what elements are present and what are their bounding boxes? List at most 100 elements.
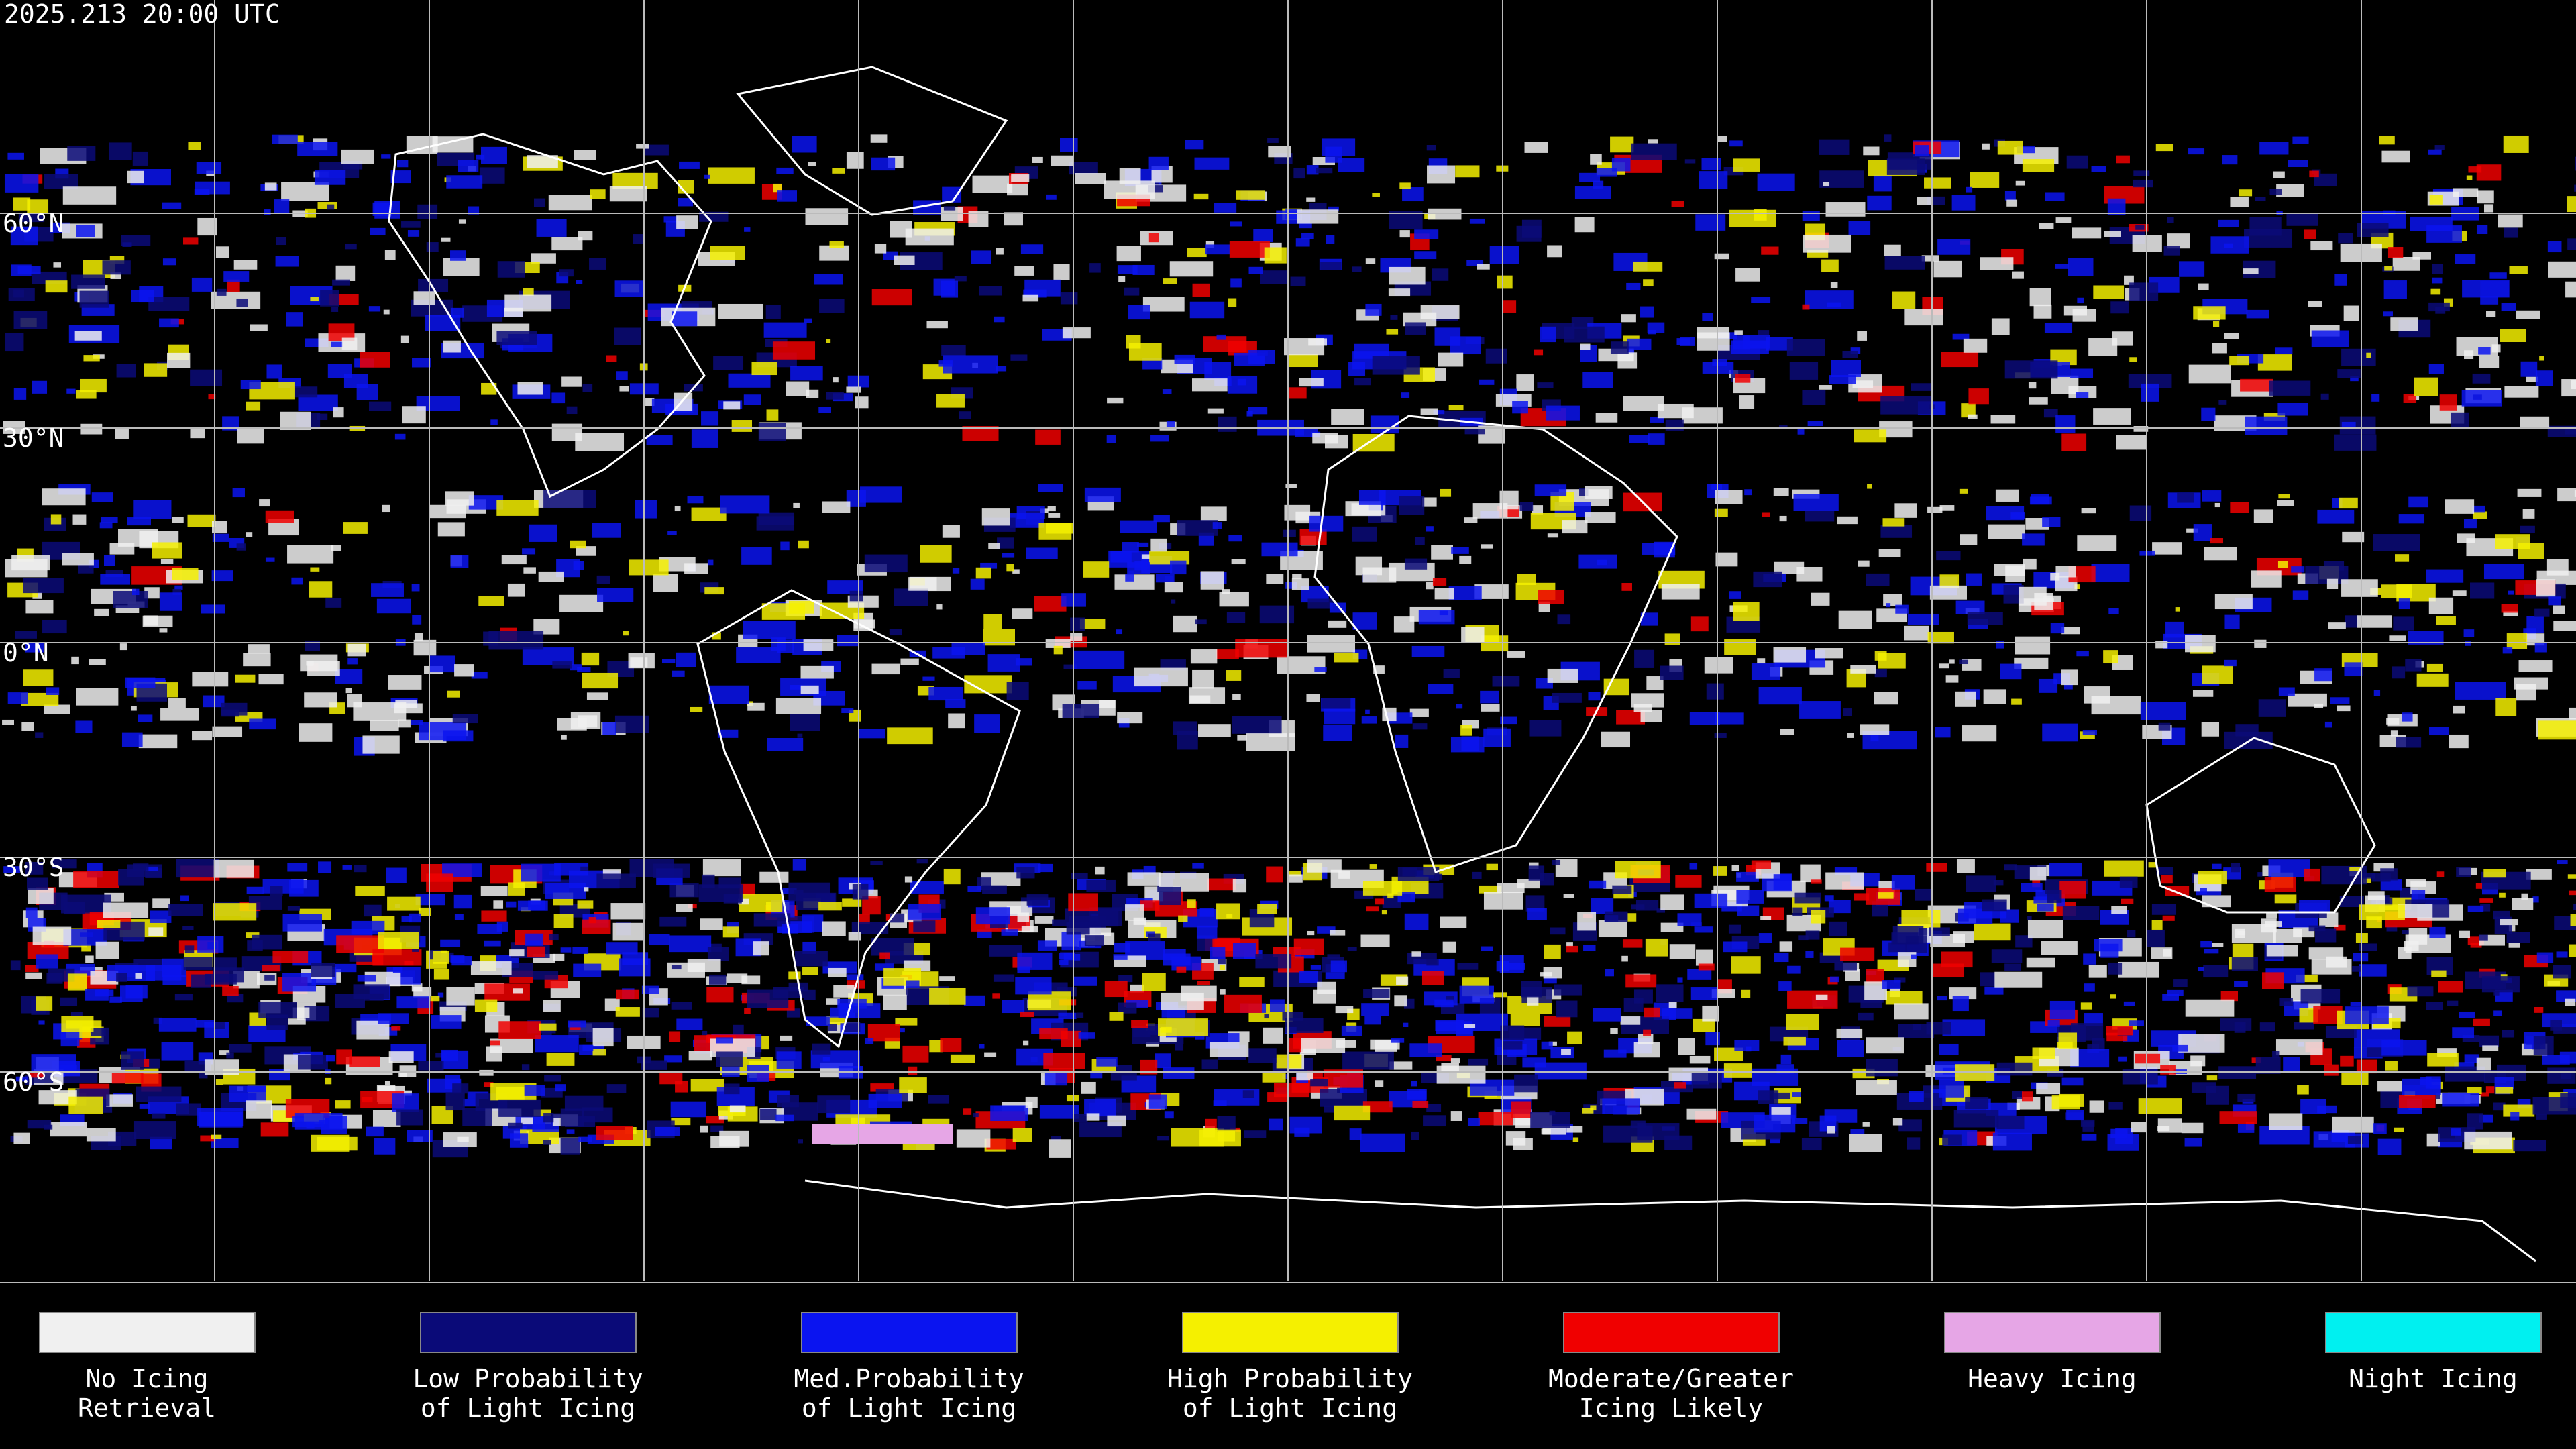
- icing-speckle: [2257, 354, 2292, 371]
- icing-speckle: [1200, 571, 1224, 590]
- icing-speckle: [2088, 964, 2107, 978]
- icing-speckle: [2427, 1053, 2459, 1067]
- icing-speckle: [1282, 1012, 1304, 1021]
- icing-speckle: [1411, 951, 1421, 957]
- icing-speckle: [345, 688, 352, 694]
- icing-speckle: [1528, 865, 1545, 881]
- icing-speckle: [1761, 246, 1779, 255]
- icing-speckle: [1422, 497, 1437, 507]
- icing-speckle: [1403, 1022, 1409, 1028]
- icing-speckle: [1176, 966, 1187, 973]
- icing-speckle: [215, 246, 229, 258]
- icing-speckle: [1929, 585, 1967, 600]
- icing-speckle: [1866, 573, 1890, 586]
- icing-speckle: [1483, 892, 1523, 910]
- icing-speckle: [43, 704, 70, 714]
- icing-speckle: [1774, 953, 1789, 963]
- icing-speckle: [2434, 145, 2445, 150]
- icing-speckle: [36, 954, 58, 969]
- icing-speckle: [1481, 544, 1493, 549]
- icing-speckle: [2081, 1134, 2097, 1141]
- icing-speckle: [1773, 874, 1791, 890]
- icing-speckle: [687, 495, 704, 504]
- icing-speckle: [1323, 724, 1352, 741]
- icing-speckle: [776, 167, 794, 174]
- icing-speckle: [2559, 1051, 2576, 1064]
- icing-speckle: [200, 1135, 216, 1142]
- icing-speckle: [535, 1035, 579, 1053]
- icing-speckle: [560, 947, 572, 953]
- icing-speckle: [676, 1018, 703, 1030]
- latitude-label: 30°S: [3, 853, 64, 882]
- icing-speckle: [454, 664, 474, 677]
- icing-speckle: [2304, 229, 2316, 239]
- icing-speckle: [2026, 957, 2055, 968]
- icing-speckle: [248, 644, 270, 654]
- icing-speckle: [113, 591, 148, 608]
- icing-speckle: [89, 659, 106, 665]
- icing-speckle: [1988, 524, 2025, 539]
- icing-speckle: [1232, 716, 1282, 734]
- icing-speckle: [1213, 1100, 1227, 1106]
- icing-speckle: [264, 975, 275, 981]
- icing-speckle: [2063, 305, 2088, 316]
- icing-speckle: [1253, 229, 1273, 242]
- icing-speckle: [2038, 678, 2058, 693]
- icing-speckle: [2058, 1032, 2078, 1049]
- icing-speckle: [1612, 885, 1632, 894]
- icing-speckle: [15, 631, 37, 639]
- icing-speckle: [1051, 1136, 1061, 1141]
- icing-speckle: [1116, 629, 1123, 635]
- icing-speckle: [954, 275, 967, 282]
- icing-speckle: [1409, 708, 1429, 717]
- icing-speckle: [2198, 871, 2227, 885]
- icing-speckle: [50, 1122, 87, 1137]
- icing-speckle: [105, 570, 123, 578]
- icing-speckle: [1354, 378, 1371, 386]
- icing-speckle: [2536, 579, 2556, 597]
- icing-speckle: [1285, 484, 1297, 488]
- icing-speckle: [227, 994, 244, 1003]
- icing-speckle: [728, 373, 771, 388]
- icing-speckle: [331, 307, 339, 312]
- icing-speckle: [13, 289, 24, 298]
- icing-speckle: [190, 427, 205, 439]
- icing-speckle: [2442, 1092, 2479, 1107]
- icing-speckle: [1773, 488, 1789, 496]
- icing-speckle: [95, 941, 119, 959]
- icing-speckle: [1292, 574, 1302, 580]
- icing-speckle: [1362, 881, 1403, 896]
- icing-speckle: [445, 491, 474, 506]
- icing-speckle: [1798, 935, 1809, 941]
- icing-speckle: [2068, 258, 2094, 276]
- icing-speckle: [1671, 200, 1684, 207]
- icing-speckle: [1898, 1119, 1922, 1132]
- icing-speckle: [760, 1108, 777, 1120]
- icing-speckle: [2398, 598, 2410, 610]
- icing-speckle: [2363, 877, 2371, 883]
- icing-speckle: [1307, 930, 1315, 936]
- icing-speckle: [1086, 1113, 1100, 1121]
- icing-speckle: [1161, 1008, 1185, 1018]
- icing-speckle: [1451, 547, 1469, 554]
- icing-speckle: [566, 406, 578, 415]
- icing-speckle: [1591, 898, 1614, 914]
- icing-speckle: [674, 505, 681, 512]
- icing-speckle: [453, 894, 472, 909]
- icing-speckle: [1562, 520, 1588, 534]
- icing-speckle: [711, 632, 721, 640]
- icing-speckle: [2314, 668, 2332, 682]
- icing-speckle: [2004, 360, 2058, 379]
- icing-speckle: [962, 426, 999, 441]
- icing-speckle: [214, 1022, 225, 1029]
- icing-speckle: [327, 364, 352, 378]
- icing-speckle: [2317, 1105, 2337, 1114]
- icing-speckle: [941, 280, 959, 298]
- icing-speckle: [2277, 500, 2294, 506]
- icing-speckle: [1178, 915, 1188, 922]
- icing-speckle: [678, 180, 694, 194]
- icing-speckle: [2467, 1113, 2483, 1130]
- icing-speckle: [636, 144, 649, 149]
- icing-speckle: [2383, 311, 2393, 317]
- icing-speckle: [859, 486, 902, 503]
